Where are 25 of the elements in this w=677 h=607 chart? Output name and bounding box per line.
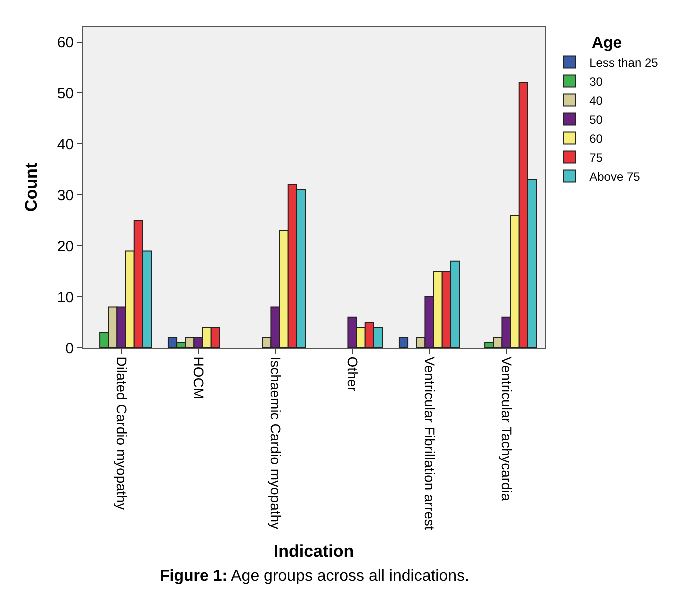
x-axis-title: Indication xyxy=(274,542,354,561)
x-tick-label: Dilated Cardio myopathy xyxy=(114,356,130,510)
x-tick-label: HOCM xyxy=(190,356,207,400)
y-tick-label: 40 xyxy=(57,136,74,154)
x-tick-label: Ventricular Tachycardia xyxy=(498,356,515,502)
caption: Figure 1: Age groups across all indications. xyxy=(160,568,470,585)
y-axis-title: Count xyxy=(22,162,41,212)
y-tick-label: 0 xyxy=(66,340,74,358)
legend-title: Age xyxy=(592,34,622,52)
legend-label: 40 xyxy=(590,94,604,108)
legend-label: 50 xyxy=(590,112,604,127)
y-tick-label: 10 xyxy=(57,289,74,306)
x-tick-label: Ventricular Fibrillation arrest xyxy=(422,356,438,530)
y-tick-label: 50 xyxy=(57,85,74,102)
legend-label: Less than 25 xyxy=(590,56,659,70)
x-tick-label: Ischaemic Cardio myopathy xyxy=(268,356,284,530)
legend-label: 30 xyxy=(590,74,604,89)
legend-label: 75 xyxy=(590,150,604,165)
legend-label: Above 75 xyxy=(590,170,641,184)
x-tick-label: Other xyxy=(344,356,361,392)
y-tick-label: 20 xyxy=(57,238,74,256)
y-tick-label: 30 xyxy=(57,187,74,204)
y-tick-label: 60 xyxy=(57,34,74,52)
bar xyxy=(398,337,409,348)
legend-label: 60 xyxy=(590,132,604,146)
